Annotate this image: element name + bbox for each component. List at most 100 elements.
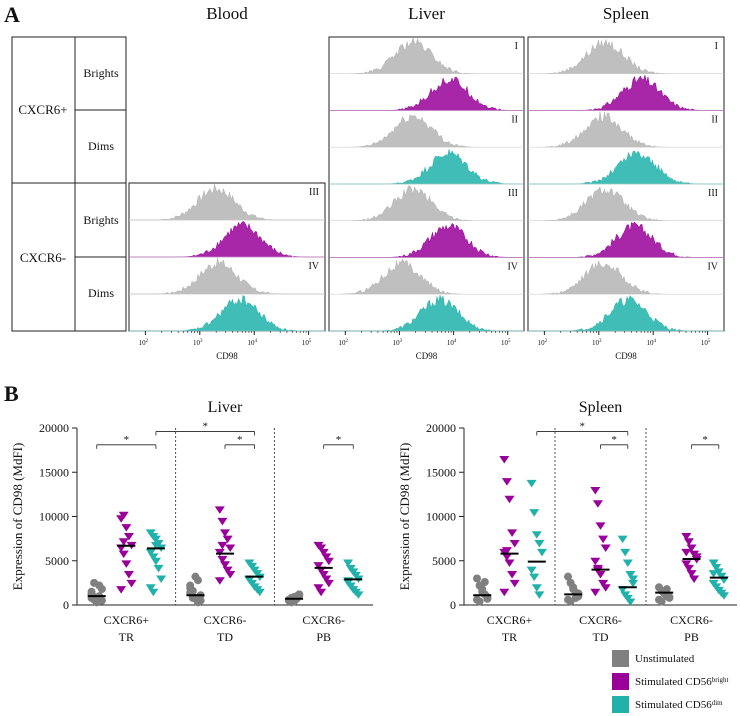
point-unstimulated xyxy=(483,594,492,603)
legend-item-stimulated-bright: Stimulated CD56bright xyxy=(612,673,740,693)
x-tick-exponent: 3 xyxy=(200,339,203,344)
legend-swatch-stimulated-dim xyxy=(612,696,629,713)
row-numeral: I xyxy=(515,41,518,52)
point-stimulated-dim xyxy=(148,553,159,561)
point-stimulated-bright xyxy=(504,559,515,568)
point-stimulated-dim xyxy=(156,575,167,583)
point-stimulated-bright xyxy=(681,532,692,541)
x-tick-base: 10 xyxy=(139,339,147,347)
x-tick-exponent: 4 xyxy=(653,339,656,344)
point-stimulated-dim xyxy=(526,566,537,575)
y-tick-label: 5000 xyxy=(432,554,456,568)
histogram-unstimulated-spleen-II xyxy=(527,111,725,148)
category-label-line1: CXCR6+ xyxy=(104,613,150,627)
y-tick-label: 0 xyxy=(63,598,69,612)
point-stimulated-bright xyxy=(316,544,327,552)
point-stimulated-dim xyxy=(708,570,719,578)
legend-item-stimulated-dim: Stimulated CD56dim xyxy=(612,696,740,716)
point-stimulated-dim xyxy=(534,540,545,548)
point-stimulated-dim xyxy=(150,535,161,544)
point-stimulated-bright xyxy=(222,535,233,544)
point-stimulated-bright xyxy=(323,557,334,566)
point-stimulated-bright xyxy=(220,529,230,537)
x-tick-exponent: 3 xyxy=(599,339,602,344)
significance-marker: * xyxy=(580,421,586,433)
point-stimulated-bright xyxy=(318,571,329,579)
x-tick-label: 104 xyxy=(646,339,656,347)
point-stimulated-bright xyxy=(691,553,702,561)
significance-marker: * xyxy=(203,421,209,433)
point-stimulated-bright xyxy=(321,575,332,583)
legend-label-stimulated-bright: Stimulated CD56bright xyxy=(635,676,729,688)
point-stimulated-bright xyxy=(598,579,609,588)
point-stimulated-bright xyxy=(592,500,603,508)
point-stimulated-bright xyxy=(318,548,329,557)
y-tick-label: 10000 xyxy=(426,510,456,524)
x-tick-base: 10 xyxy=(247,339,255,347)
category-label-line2: TR xyxy=(119,630,134,644)
point-stimulated-bright xyxy=(321,553,332,561)
x-tick-exponent: 3 xyxy=(400,339,403,344)
point-stimulated-bright xyxy=(217,517,228,526)
point-stimulated-dim xyxy=(620,548,631,557)
point-stimulated-dim xyxy=(526,479,537,488)
histogram-unstimulated-spleen-III xyxy=(527,185,725,221)
point-stimulated-bright xyxy=(499,588,510,597)
histogram-unstimulated-spleen-I xyxy=(527,38,725,74)
point-unstimulated xyxy=(191,572,200,581)
x-tick-label: 105 xyxy=(701,339,711,347)
significance-marker: * xyxy=(611,434,617,446)
row-numeral: IV xyxy=(308,261,319,272)
point-stimulated-dim xyxy=(628,575,638,583)
point-stimulated-dim xyxy=(529,509,540,517)
y-tick-label: 10000 xyxy=(39,510,69,524)
point-stimulated-bright xyxy=(590,557,601,566)
point-stimulated-bright xyxy=(507,571,518,579)
point-stimulated-bright xyxy=(220,561,230,569)
histogram-unstimulated-blood-IV xyxy=(129,257,325,295)
scatter-title-spleen: Spleen xyxy=(579,399,623,416)
point-stimulated-bright xyxy=(217,541,228,550)
y-tick-label: 15000 xyxy=(426,465,456,479)
histogram-stimulated-spleen-III xyxy=(528,221,724,258)
x-tick-label: 104 xyxy=(247,339,257,347)
point-stimulated-bright xyxy=(118,511,129,520)
point-stimulated-bright xyxy=(313,562,324,570)
point-stimulated-bright xyxy=(686,570,697,578)
y-tick-label: 20000 xyxy=(39,421,69,435)
histogram-unstimulated-liver-III xyxy=(328,185,525,222)
x-tick-label: 104 xyxy=(447,339,457,347)
x-tick-exponent: 4 xyxy=(454,339,457,344)
point-unstimulated xyxy=(90,595,99,604)
histogram-stimulated-spleen-I xyxy=(528,74,724,111)
x-tick-label: 102 xyxy=(139,339,149,347)
x-tick-base: 10 xyxy=(501,339,509,347)
x-axis-label-liver: CD98 xyxy=(416,351,438,361)
histogram-stimulated-blood-III xyxy=(129,220,325,258)
point-stimulated-dim xyxy=(622,559,633,568)
row-group-label-cxcr6-neg: CXCR6- xyxy=(20,250,66,265)
point-stimulated-dim xyxy=(628,579,638,588)
y-tick-label: 0 xyxy=(450,598,456,612)
point-stimulated-bright xyxy=(225,544,236,552)
point-stimulated-bright xyxy=(121,560,132,568)
row-numeral: III xyxy=(309,187,319,198)
x-tick-exponent: 4 xyxy=(254,339,257,344)
x-axis-label-blood: CD98 xyxy=(216,351,238,361)
point-stimulated-bright xyxy=(501,553,512,561)
category-label-line2: TD xyxy=(593,630,609,644)
point-stimulated-bright xyxy=(118,538,129,546)
category-label-line2: TR xyxy=(502,630,517,644)
point-unstimulated xyxy=(478,585,487,594)
histogram-unstimulated-spleen-IV xyxy=(527,260,725,295)
point-stimulated-dim xyxy=(145,548,156,557)
scatter-title-liver: Liver xyxy=(208,399,243,416)
point-stimulated-bright xyxy=(323,579,334,588)
point-unstimulated xyxy=(87,587,96,596)
panel-b-label: B xyxy=(4,381,19,406)
point-unstimulated xyxy=(473,574,481,583)
category-label-line1: CXCR6- xyxy=(579,613,622,627)
category-label-line1: CXCR6- xyxy=(302,613,345,627)
point-stimulated-bright xyxy=(217,555,228,564)
point-stimulated-bright xyxy=(222,566,233,575)
